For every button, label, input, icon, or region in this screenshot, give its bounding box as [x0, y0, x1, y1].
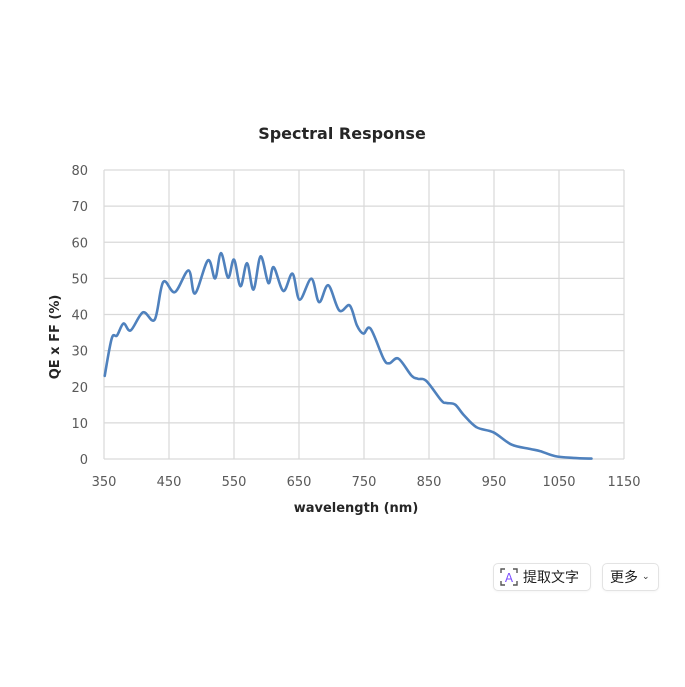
x-tick-label: 750 — [352, 475, 377, 490]
x-axis-ticks: 350 450 550 650 750 850 950 1050 1150 — [92, 475, 641, 490]
x-tick-label: 550 — [222, 475, 247, 490]
chart-image — [45, 110, 640, 543]
text-scan-icon: A — [500, 568, 518, 586]
y-axis-ticks: 0 10 20 30 40 50 60 70 80 — [71, 164, 88, 468]
more-label: 更多 — [610, 570, 638, 586]
more-button[interactable]: 更多 ⌄ — [602, 563, 659, 591]
chevron-down-icon: ⌄ — [642, 572, 650, 582]
chart-title: Spectral Response — [258, 124, 426, 143]
y-tick-label: 10 — [71, 417, 88, 432]
x-tick-label: 850 — [417, 475, 442, 490]
x-tick-label: 450 — [157, 475, 182, 490]
extract-text-button[interactable]: A 提取文字 — [493, 563, 591, 591]
x-tick-label: 350 — [92, 475, 117, 490]
y-axis-title: QE x FF (%) — [48, 295, 63, 380]
y-tick-label: 40 — [71, 309, 88, 324]
extract-text-label: 提取文字 — [523, 570, 579, 586]
spectral-response-curve — [103, 251, 593, 460]
svg-text:A: A — [505, 571, 514, 585]
x-tick-label: 1150 — [607, 475, 640, 490]
x-tick-label: 650 — [287, 475, 312, 490]
x-axis-title: wavelength (nm) — [294, 501, 419, 516]
y-tick-label: 0 — [80, 453, 88, 468]
y-tick-label: 80 — [71, 164, 88, 179]
y-tick-label: 30 — [71, 345, 88, 360]
y-tick-label: 60 — [71, 236, 88, 251]
x-tick-label: 1050 — [542, 475, 575, 490]
grid-lines — [103, 169, 625, 460]
x-tick-label: 950 — [482, 475, 507, 490]
y-tick-label: 20 — [71, 381, 88, 396]
y-tick-label: 70 — [71, 200, 88, 215]
y-tick-label: 50 — [71, 272, 88, 287]
